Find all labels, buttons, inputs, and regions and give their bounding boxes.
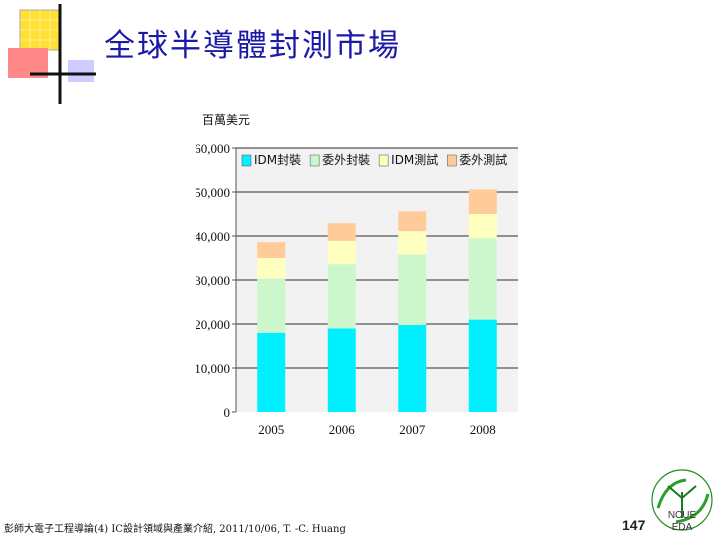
bar-segment	[468, 238, 497, 320]
bar-segment	[468, 214, 497, 239]
bar-segment	[398, 254, 427, 325]
legend-label: IDM封裝	[254, 153, 301, 167]
x-tick-label: 2005	[258, 422, 284, 437]
y-tick-label: 10,000	[196, 361, 230, 376]
bar-segment	[327, 264, 356, 329]
unit-label: 百萬美元	[202, 113, 250, 127]
legend-swatch	[446, 154, 457, 167]
slide-title: 全球半導體封測市場	[104, 28, 401, 64]
slide-decoration	[8, 4, 96, 104]
stacked-bar-chart: 百萬美元 0 10,000 20,000 30,000 40,000 50,000 60,0…	[196, 113, 518, 437]
x-tick-label: 2006	[329, 422, 356, 437]
bar-segment	[257, 258, 286, 279]
y-tick-label: 30,000	[196, 273, 230, 288]
x-tick-label: 2008	[470, 422, 496, 437]
bar-segment	[257, 278, 286, 333]
y-tick-label: 0	[224, 405, 231, 420]
x-tick-label: 2007	[399, 422, 426, 437]
legend-label: 委外測試	[459, 152, 507, 167]
legend-swatch	[241, 154, 252, 167]
y-tick-label: 50,000	[196, 185, 230, 200]
bar-segment	[398, 324, 427, 412]
legend: IDM封裝 委外封裝 IDM測試 委外測試	[241, 152, 507, 167]
bar-segment	[398, 211, 427, 232]
logo-figure	[667, 485, 697, 518]
legend-label: 委外封裝	[322, 153, 370, 167]
bar-segment	[327, 328, 356, 412]
y-tick-label: 20,000	[196, 317, 230, 332]
page-number: 147	[622, 517, 646, 533]
logo-text-bottom: EDA	[672, 522, 693, 533]
x-axis-ticks: 2005 2006 2007 2008	[258, 422, 496, 437]
y-axis-ticks: 0 10,000 20,000 30,000 40,000 50,000 60,000	[196, 141, 236, 420]
deco-yellow-grid	[20, 10, 60, 50]
slide-footer: 彭師大電子工程導論(4) IC設計領域與產業介紹, 2011/10/06, T.…	[4, 524, 346, 535]
y-tick-label: 40,000	[196, 229, 230, 244]
legend-swatch	[378, 154, 389, 167]
logo-text-top: NCUE	[668, 510, 697, 521]
bar-segment	[327, 240, 356, 265]
deco-lavender-square	[68, 60, 94, 82]
bar-segment	[398, 231, 427, 255]
y-tick-label: 60,000	[196, 141, 230, 156]
legend-label: IDM測試	[391, 152, 438, 167]
ncue-eda-logo: NCUE EDA	[651, 469, 713, 533]
bar-segment	[468, 319, 497, 412]
bar-segment	[257, 332, 286, 412]
legend-swatch	[309, 154, 320, 167]
bar-segment	[327, 223, 356, 241]
bar-segment	[468, 189, 497, 214]
bar-segment	[257, 242, 286, 258]
bar-series	[257, 189, 497, 412]
